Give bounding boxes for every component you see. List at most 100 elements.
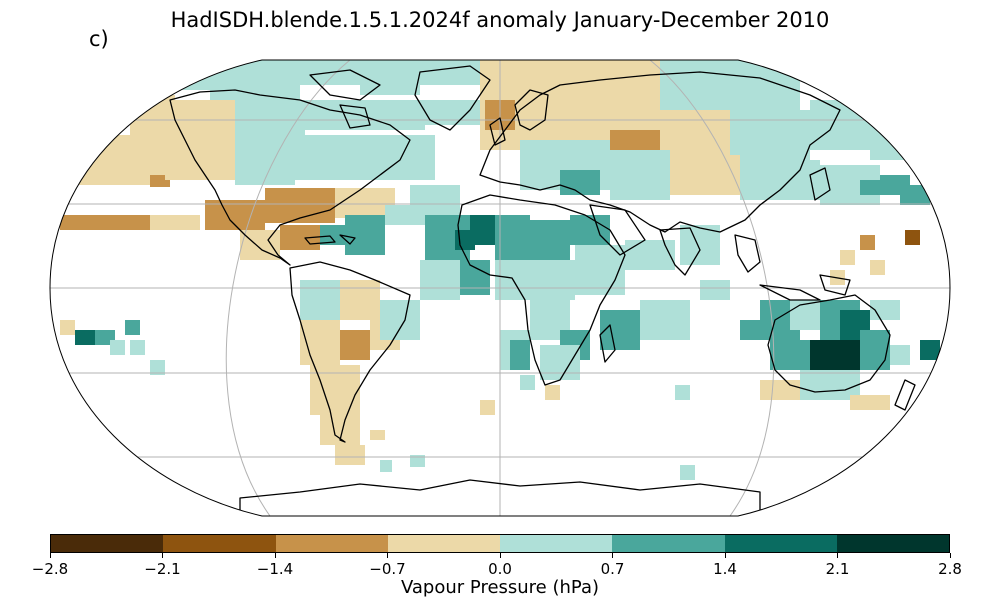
anomaly-cell — [905, 230, 920, 245]
colorbar-segment-0 — [51, 535, 164, 552]
coastline — [479, 71, 841, 233]
coastline — [734, 234, 761, 273]
coastline — [599, 324, 616, 363]
anomaly-cell — [660, 60, 740, 110]
anomaly-cell — [535, 260, 575, 300]
anomaly-cell — [660, 110, 730, 155]
anomaly-cell — [320, 225, 345, 245]
anomaly-cell — [495, 260, 535, 300]
coastline — [819, 274, 851, 296]
coastline — [894, 379, 916, 411]
world-map — [49, 59, 951, 517]
anomaly-cell — [380, 300, 420, 340]
anomaly-cell — [740, 60, 800, 110]
anomaly-cell — [680, 465, 695, 480]
anomaly-cell — [410, 455, 425, 467]
anomaly-cell — [360, 60, 420, 95]
colorbar-segment-7 — [836, 535, 949, 552]
anomaly-cell — [870, 120, 910, 160]
anomaly-cell — [75, 330, 95, 345]
anomaly-cell — [340, 330, 370, 360]
anomaly-cell — [130, 95, 175, 135]
colorbar-tick — [612, 553, 613, 558]
anomaly-cell — [540, 345, 580, 380]
coastline — [339, 104, 371, 129]
colorbar-tick — [949, 553, 951, 558]
anomaly-cell — [600, 60, 660, 100]
anomaly-cell — [900, 185, 930, 205]
anomaly-cell — [770, 340, 810, 370]
anomaly-cell — [235, 135, 295, 185]
anomaly-cell — [530, 220, 570, 260]
coastline — [759, 284, 821, 301]
anomaly-cell — [300, 280, 340, 320]
coastline — [457, 194, 626, 386]
anomaly-cell — [870, 260, 885, 275]
colorbar-tick — [837, 553, 838, 558]
colorbar-tick-label: −1.4 — [256, 560, 294, 578]
anomaly-cell — [760, 380, 800, 400]
anomaly-cell — [370, 430, 385, 440]
anomaly-cell — [545, 385, 560, 400]
colorbar-segment-6 — [724, 535, 837, 552]
coastline — [767, 294, 891, 393]
colorbar-tick-label: 0.7 — [600, 560, 625, 578]
anomaly-cell — [420, 60, 480, 85]
colorbar-tick — [49, 553, 51, 558]
anomaly-cell — [410, 185, 460, 215]
map-title: HadISDH.blende.1.5.1.2024f anomaly Janua… — [170, 8, 830, 32]
anomaly-cell — [455, 230, 475, 250]
anomaly-cell — [130, 340, 145, 355]
anomaly-cell — [380, 460, 392, 472]
colorbar-tick — [274, 553, 276, 558]
anomaly-cell — [365, 100, 425, 130]
anomaly-cell — [150, 360, 165, 375]
globe-outline — [49, 59, 951, 517]
colorbar-tick-label: 2.8 — [938, 560, 962, 578]
anomaly-cell — [600, 310, 640, 350]
colorbar-segment-3 — [387, 535, 500, 552]
anomaly-cell — [165, 135, 235, 180]
colorbar-tick-label: 2.1 — [825, 560, 850, 578]
coastline — [589, 204, 646, 256]
anomaly-cell — [680, 225, 720, 265]
anomaly-cell — [670, 155, 740, 195]
coastline — [309, 69, 381, 101]
colorbar-tick — [499, 553, 501, 558]
colorbar-tick-label: −0.7 — [369, 560, 406, 578]
anomaly-cell — [890, 345, 910, 365]
anomaly-cell — [790, 300, 820, 330]
anomaly-cell — [730, 110, 810, 160]
anomaly-cell — [700, 280, 730, 300]
coastline — [514, 89, 549, 131]
anomaly-cell — [510, 340, 530, 370]
colorbar-tick-label: 0.0 — [488, 560, 512, 578]
anomaly-cell — [355, 135, 435, 180]
colorbar-tick — [387, 553, 388, 558]
anomaly-cell — [90, 215, 150, 230]
anomaly-cell — [860, 180, 880, 195]
colorbar — [50, 534, 950, 553]
anomaly-cell — [640, 300, 690, 340]
anomaly-cell — [740, 320, 760, 340]
colorbar-ticks: −2.8 −2.1 −1.4 −0.7 0.0 0.7 1.4 2.1 2.8 — [0, 553, 1000, 583]
anomaly-cell — [860, 330, 890, 370]
anomaly-cell — [625, 240, 675, 270]
anomaly-cell — [810, 100, 870, 150]
colorbar-tick-label: −2.1 — [144, 560, 181, 578]
anomaly-cell — [675, 385, 690, 400]
coastline — [239, 479, 761, 516]
anomaly-cell — [295, 135, 355, 180]
anomaly-cell — [480, 400, 495, 415]
coastline — [339, 234, 356, 245]
anomaly-cell — [60, 215, 90, 230]
colorbar-tick-label: −2.8 — [31, 560, 69, 578]
coastline — [304, 235, 336, 245]
anomaly-cell — [60, 320, 75, 335]
colorbar-segment-2 — [275, 535, 388, 552]
anomaly-cell — [460, 260, 490, 295]
anomaly-cell — [125, 320, 140, 335]
anomaly-cell — [340, 280, 380, 320]
anomaly-cell — [150, 215, 200, 230]
meridian-line — [649, 60, 775, 516]
